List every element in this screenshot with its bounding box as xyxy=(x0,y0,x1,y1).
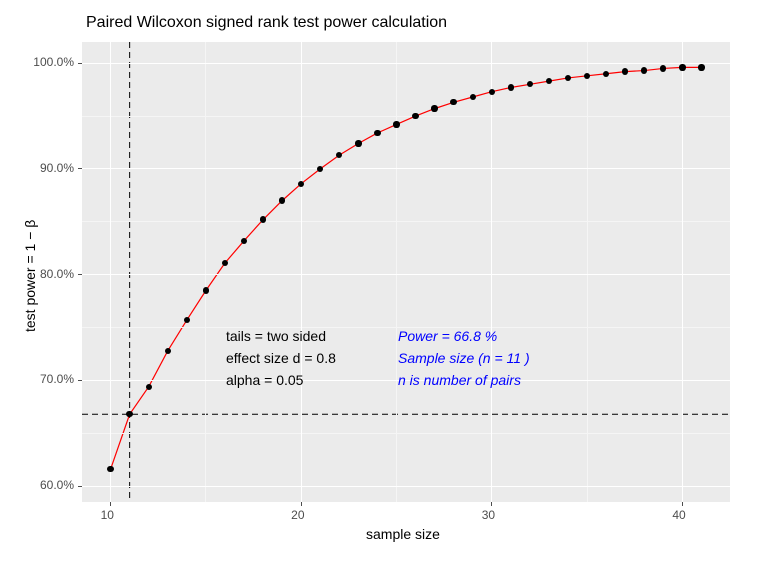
data-point xyxy=(165,348,171,354)
y-tick-label: 60.0% xyxy=(40,478,74,492)
grid-major-v xyxy=(491,42,492,502)
x-tick-mark xyxy=(682,502,683,506)
data-point xyxy=(241,238,247,244)
annotation-params: tails = two sided xyxy=(226,328,326,344)
power-curve xyxy=(111,67,702,469)
data-point xyxy=(146,384,152,390)
annotation-result: Sample size (n = 11 ) xyxy=(398,350,530,366)
grid-major-h xyxy=(82,274,730,275)
y-tick-label: 70.0% xyxy=(40,372,74,386)
power-chart: Paired Wilcoxon signed rank test power c… xyxy=(0,0,765,563)
x-tick-label: 30 xyxy=(482,508,495,522)
x-tick-label: 10 xyxy=(101,508,114,522)
x-tick-label: 20 xyxy=(291,508,304,522)
x-tick-mark xyxy=(491,502,492,506)
data-point xyxy=(203,287,209,293)
chart-svg xyxy=(0,0,765,563)
y-tick-mark xyxy=(78,486,82,487)
annotation-params: effect size d = 0.8 xyxy=(226,350,336,366)
y-tick-label: 100.0% xyxy=(33,55,74,69)
y-tick-mark xyxy=(78,63,82,64)
data-point xyxy=(698,64,704,70)
y-tick-mark xyxy=(78,168,82,169)
data-point xyxy=(489,89,495,95)
x-tick-label: 40 xyxy=(672,508,685,522)
data-point xyxy=(412,113,418,119)
annotation-result: n is number of pairs xyxy=(398,372,521,388)
data-point xyxy=(279,197,285,203)
grid-major-v xyxy=(682,42,683,502)
data-point xyxy=(355,140,361,146)
data-point xyxy=(470,94,476,100)
grid-major-v xyxy=(301,42,302,502)
grid-minor-h xyxy=(82,116,730,117)
data-point xyxy=(508,84,514,90)
y-tick-mark xyxy=(78,380,82,381)
data-point xyxy=(260,216,266,222)
y-tick-mark xyxy=(78,274,82,275)
annotation-result: Power = 66.8 % xyxy=(398,328,497,344)
grid-major-h xyxy=(82,486,730,487)
y-tick-label: 80.0% xyxy=(40,267,74,281)
data-point xyxy=(393,121,399,127)
data-point xyxy=(679,64,685,70)
grid-minor-h xyxy=(82,221,730,222)
data-point xyxy=(374,130,380,136)
grid-major-h xyxy=(82,168,730,169)
annotation-params: alpha = 0.05 xyxy=(226,372,303,388)
x-tick-mark xyxy=(301,502,302,506)
grid-minor-h xyxy=(82,433,730,434)
data-point xyxy=(431,105,437,111)
y-tick-label: 90.0% xyxy=(40,161,74,175)
grid-major-v xyxy=(110,42,111,502)
grid-major-h xyxy=(82,63,730,64)
x-tick-mark xyxy=(110,502,111,506)
